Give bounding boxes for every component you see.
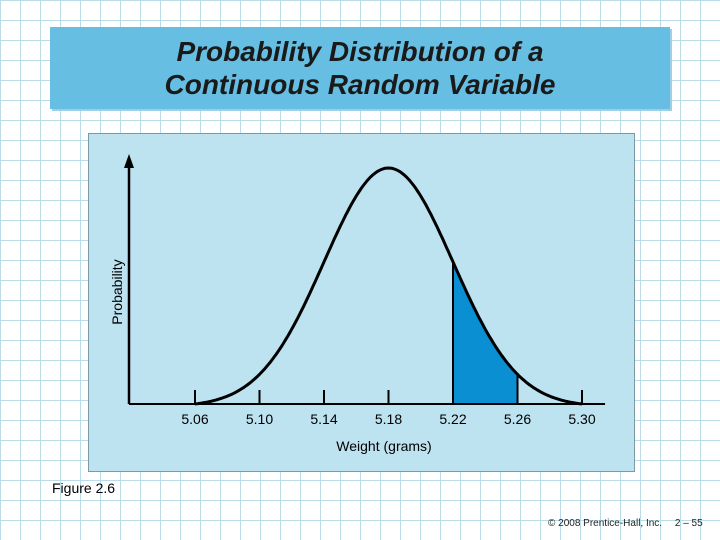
x-tick-label-0: 5.06: [181, 411, 208, 427]
y-axis-arrowhead: [124, 154, 134, 168]
x-tick-label-3: 5.18: [375, 411, 402, 427]
probability-density-curve: [194, 166, 583, 406]
copyright-text: © 2008 Prentice-Hall, Inc.: [548, 518, 663, 529]
x-tick-label-6: 5.30: [568, 411, 595, 427]
figure-label: Figure 2.6: [52, 480, 116, 496]
x-tick-label-2: 5.14: [310, 411, 337, 427]
title-box: Probability Distribution of a Continuous…: [50, 27, 670, 109]
y-axis-label: Probability: [109, 259, 125, 324]
x-axis-ticks: [194, 390, 583, 404]
x-tick-label-5: 5.26: [504, 411, 531, 427]
slide-footer: © 2008 Prentice-Hall, Inc. 2 – 55: [548, 518, 703, 529]
x-tick-label-4: 5.22: [439, 411, 466, 427]
page-number: 2 – 55: [674, 518, 703, 529]
slide-title-line-1: Probability Distribution of a: [176, 36, 544, 67]
x-axis-label: Weight (grams): [336, 438, 431, 454]
x-tick-label-1: 5.10: [246, 411, 273, 427]
x-axis-tick-labels: 5.06 5.10 5.14 5.18 5.22 5.26 5.30: [181, 411, 595, 427]
slide-title-line-2: Continuous Random Variable: [164, 69, 556, 100]
